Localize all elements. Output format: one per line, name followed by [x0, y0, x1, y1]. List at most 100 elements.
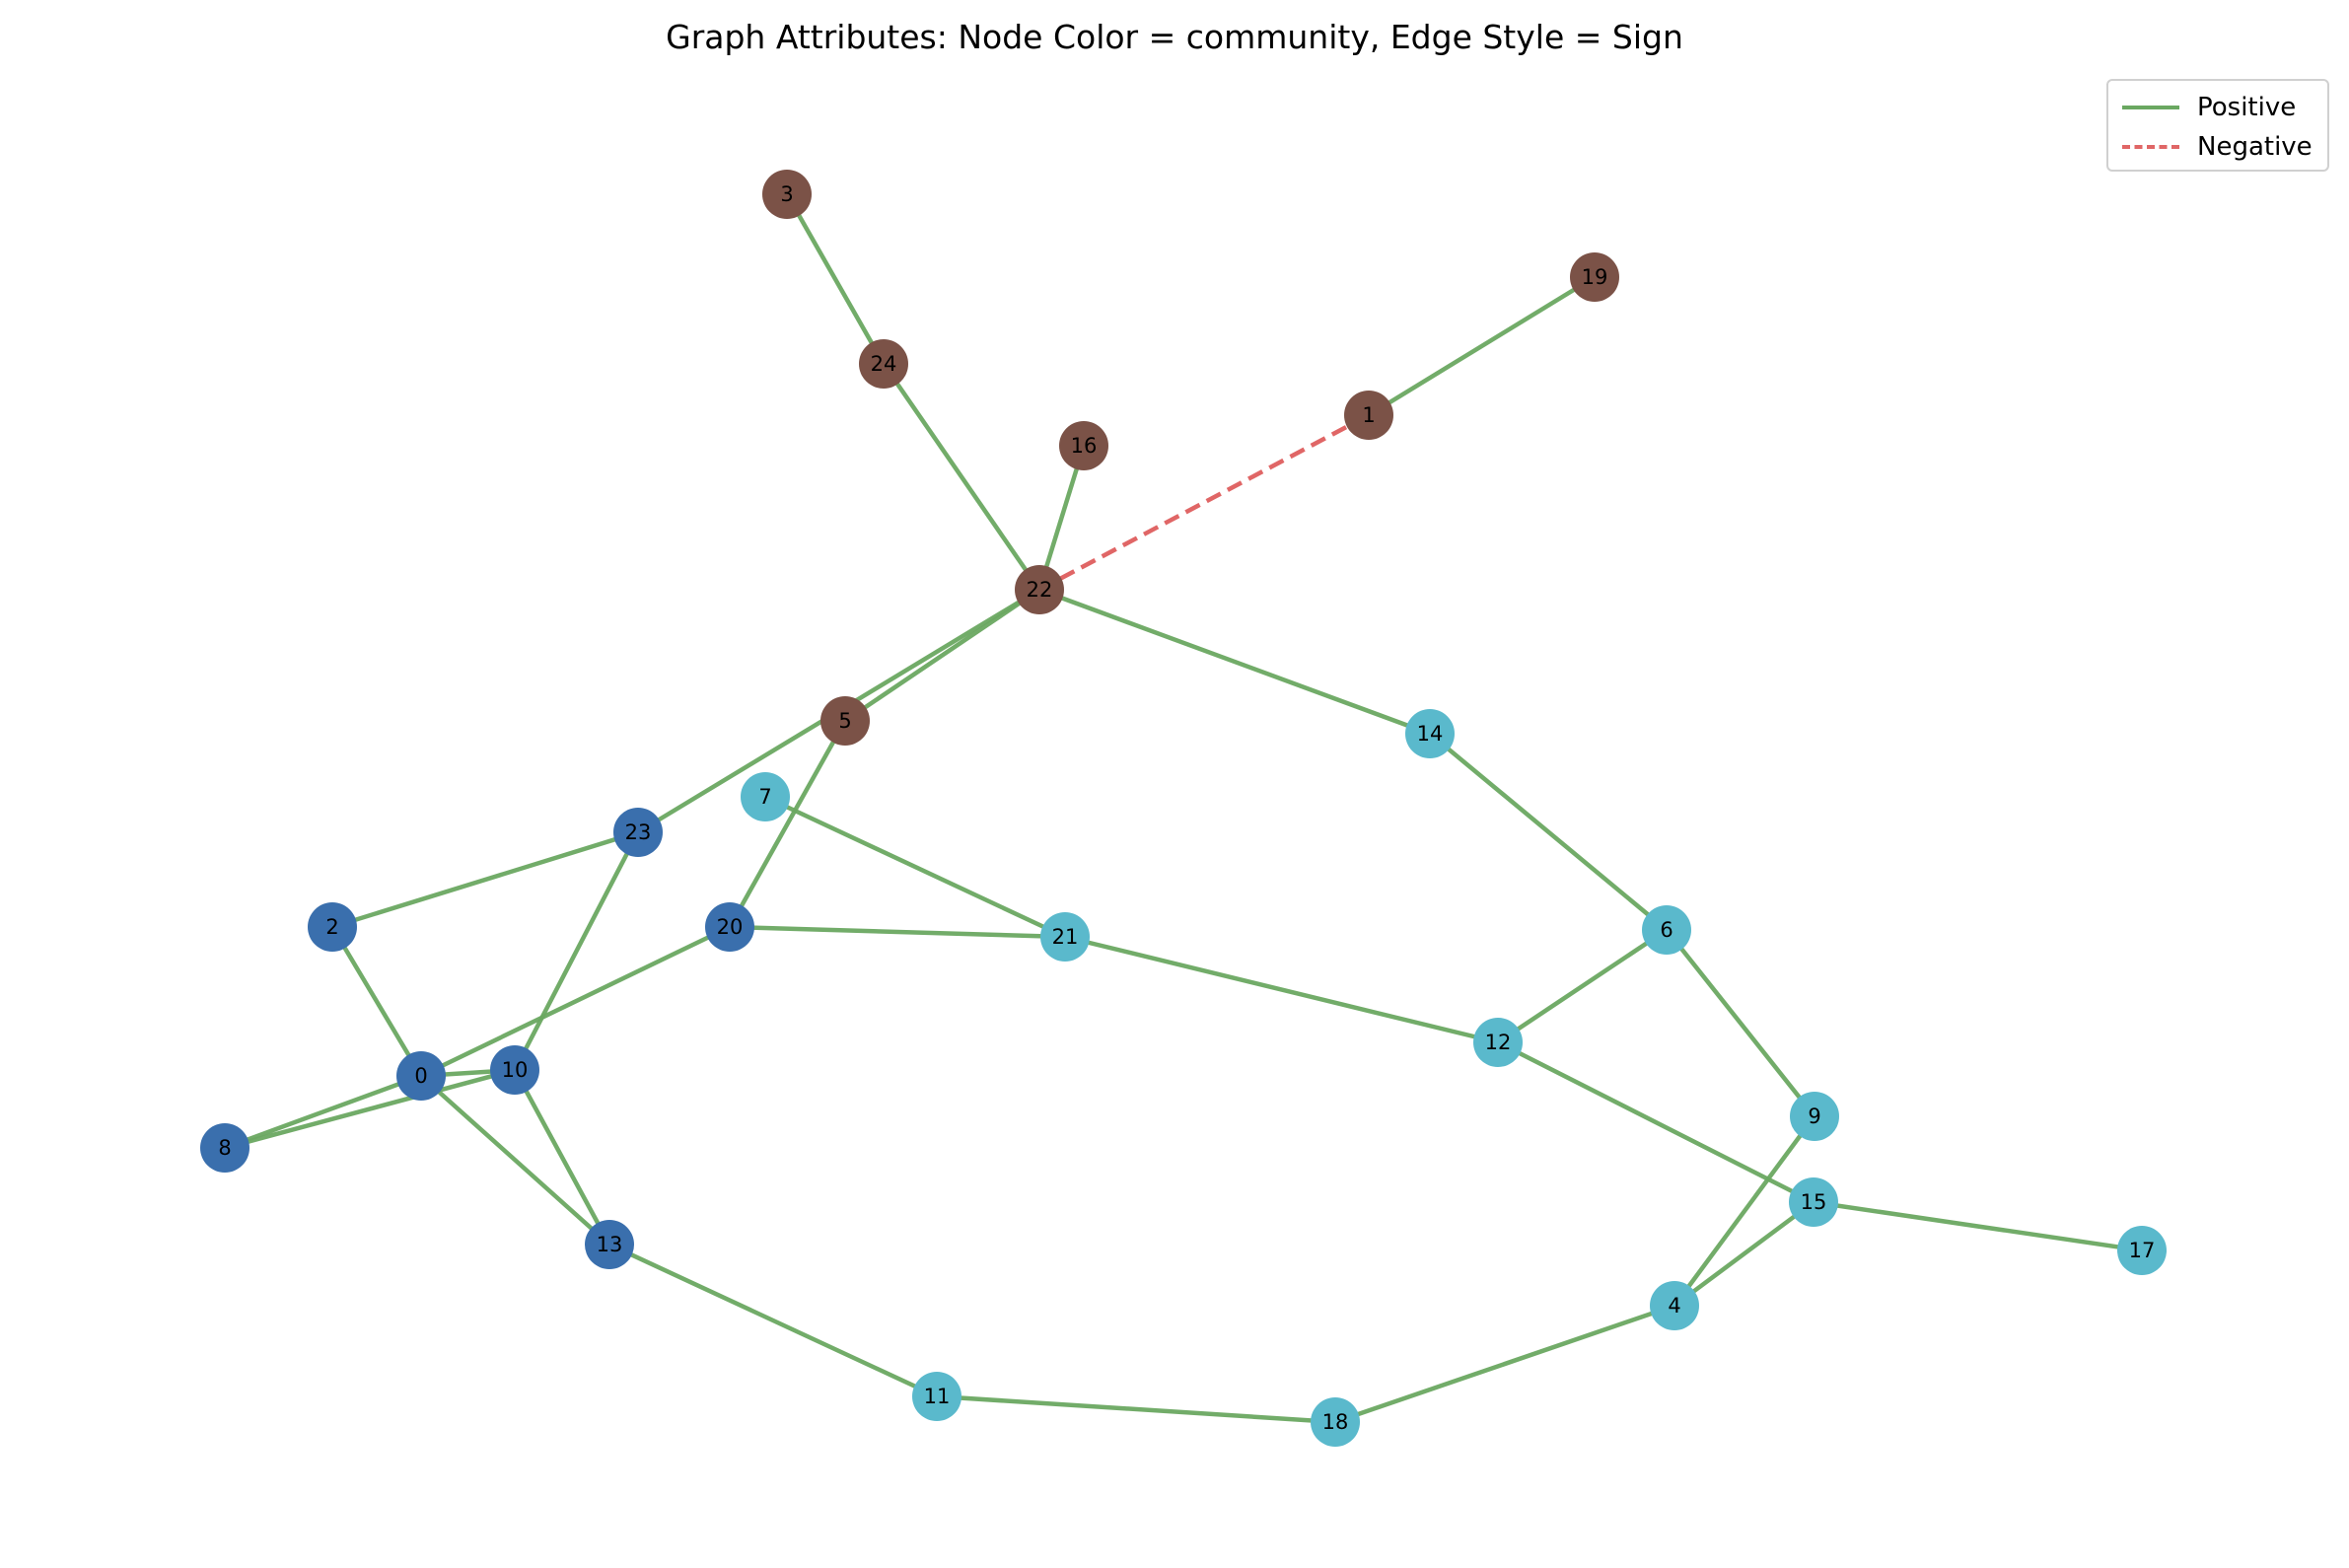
node-1: 1 — [1344, 391, 1393, 440]
negative-line-swatch — [2122, 145, 2179, 149]
chart-title: Graph Attributes: Node Color = community… — [666, 18, 1683, 56]
legend-label-positive: Positive — [2197, 93, 2297, 122]
edge-1-19 — [1367, 275, 1597, 417]
node-circle-5 — [820, 696, 870, 746]
node-label-16: 16 — [1071, 434, 1098, 458]
node-label-6: 6 — [1660, 918, 1673, 942]
node-8: 8 — [200, 1123, 249, 1173]
edge-24-22 — [882, 362, 1041, 592]
node-label-7: 7 — [758, 785, 771, 809]
edge-22-1 — [1037, 413, 1371, 592]
edge-6-9 — [1665, 928, 1816, 1118]
node-label-22: 22 — [1027, 578, 1053, 602]
node-5: 5 — [820, 696, 870, 746]
node-circle-19 — [1570, 252, 1619, 302]
node-label-21: 21 — [1052, 925, 1079, 949]
node-label-11: 11 — [924, 1385, 951, 1408]
edge-18-11 — [936, 1393, 1336, 1425]
node-circle-17 — [2117, 1226, 2167, 1275]
edge-8-10 — [224, 1067, 516, 1151]
node-circle-12 — [1473, 1018, 1523, 1067]
node-label-13: 13 — [597, 1233, 623, 1256]
node-circle-2 — [308, 902, 357, 952]
node-23: 23 — [613, 808, 663, 857]
edge-6-12 — [1496, 928, 1669, 1044]
node-circle-15 — [1789, 1177, 1838, 1227]
node-label-2: 2 — [325, 915, 338, 939]
edge-layer — [224, 192, 2143, 1425]
node-circle-0 — [396, 1051, 446, 1101]
node-circle-8 — [200, 1123, 249, 1173]
legend-item-positive: Positive — [2122, 91, 2296, 124]
edge-22-14 — [1038, 587, 1431, 737]
edge-7-21 — [764, 794, 1066, 940]
node-circle-10 — [490, 1045, 539, 1095]
node-circle-9 — [1790, 1092, 1839, 1141]
node-label-18: 18 — [1322, 1410, 1349, 1434]
edge-10-13 — [513, 1068, 611, 1247]
edge-12-15 — [1496, 1039, 1815, 1205]
edge-23-10 — [513, 830, 640, 1072]
node-label-3: 3 — [780, 182, 793, 206]
edge-23-2 — [331, 829, 639, 930]
node-7: 7 — [741, 772, 790, 821]
node-circle-20 — [705, 902, 754, 952]
node-15: 15 — [1789, 1177, 1838, 1227]
node-20: 20 — [705, 902, 754, 952]
node-label-4: 4 — [1668, 1294, 1680, 1318]
node-label-0: 0 — [414, 1064, 427, 1088]
edge-5-20 — [728, 719, 847, 929]
edge-0-13 — [419, 1074, 611, 1247]
node-label-19: 19 — [1582, 265, 1608, 289]
node-22: 22 — [1015, 565, 1064, 614]
node-circle-23 — [613, 808, 663, 857]
edge-0-8 — [224, 1073, 422, 1151]
edge-9-4 — [1673, 1114, 1816, 1308]
node-6: 6 — [1642, 905, 1691, 955]
legend: Positive Negative — [2106, 79, 2329, 172]
node-label-8: 8 — [218, 1136, 231, 1160]
node-circle-13 — [585, 1220, 634, 1269]
node-circle-6 — [1642, 905, 1691, 955]
node-4: 4 — [1650, 1281, 1699, 1330]
node-circle-4 — [1650, 1281, 1699, 1330]
edge-3-24 — [785, 192, 886, 366]
node-14: 14 — [1405, 709, 1455, 758]
node-3: 3 — [762, 170, 812, 219]
edge-15-4 — [1673, 1200, 1815, 1308]
edge-2-0 — [330, 925, 423, 1078]
edge-14-6 — [1428, 732, 1669, 932]
node-label-1: 1 — [1362, 403, 1375, 427]
edge-16-22 — [1036, 445, 1087, 591]
node-circle-14 — [1405, 709, 1455, 758]
node-label-17: 17 — [2129, 1239, 2156, 1262]
node-circle-24 — [859, 339, 908, 389]
edge-0-20 — [420, 924, 731, 1079]
node-circle-21 — [1040, 912, 1090, 962]
node-label-10: 10 — [502, 1058, 529, 1082]
node-label-15: 15 — [1801, 1190, 1827, 1214]
node-18: 18 — [1311, 1397, 1360, 1447]
node-16: 16 — [1059, 421, 1108, 470]
node-circle-11 — [912, 1372, 961, 1421]
node-0: 0 — [396, 1051, 446, 1101]
edge-22-5 — [843, 588, 1041, 723]
node-circle-22 — [1015, 565, 1064, 614]
node-21: 21 — [1040, 912, 1090, 962]
node-17: 17 — [2117, 1226, 2167, 1275]
node-19: 19 — [1570, 252, 1619, 302]
node-label-14: 14 — [1417, 722, 1444, 746]
node-label-5: 5 — [838, 709, 851, 733]
legend-label-negative: Negative — [2197, 132, 2313, 162]
node-9: 9 — [1790, 1092, 1839, 1141]
node-label-20: 20 — [717, 915, 744, 939]
node-11: 11 — [912, 1372, 961, 1421]
node-circle-16 — [1059, 421, 1108, 470]
edge-4-18 — [1334, 1303, 1675, 1425]
node-13: 13 — [585, 1220, 634, 1269]
node-circle-1 — [1344, 391, 1393, 440]
node-2: 2 — [308, 902, 357, 952]
positive-line-swatch — [2122, 106, 2179, 109]
